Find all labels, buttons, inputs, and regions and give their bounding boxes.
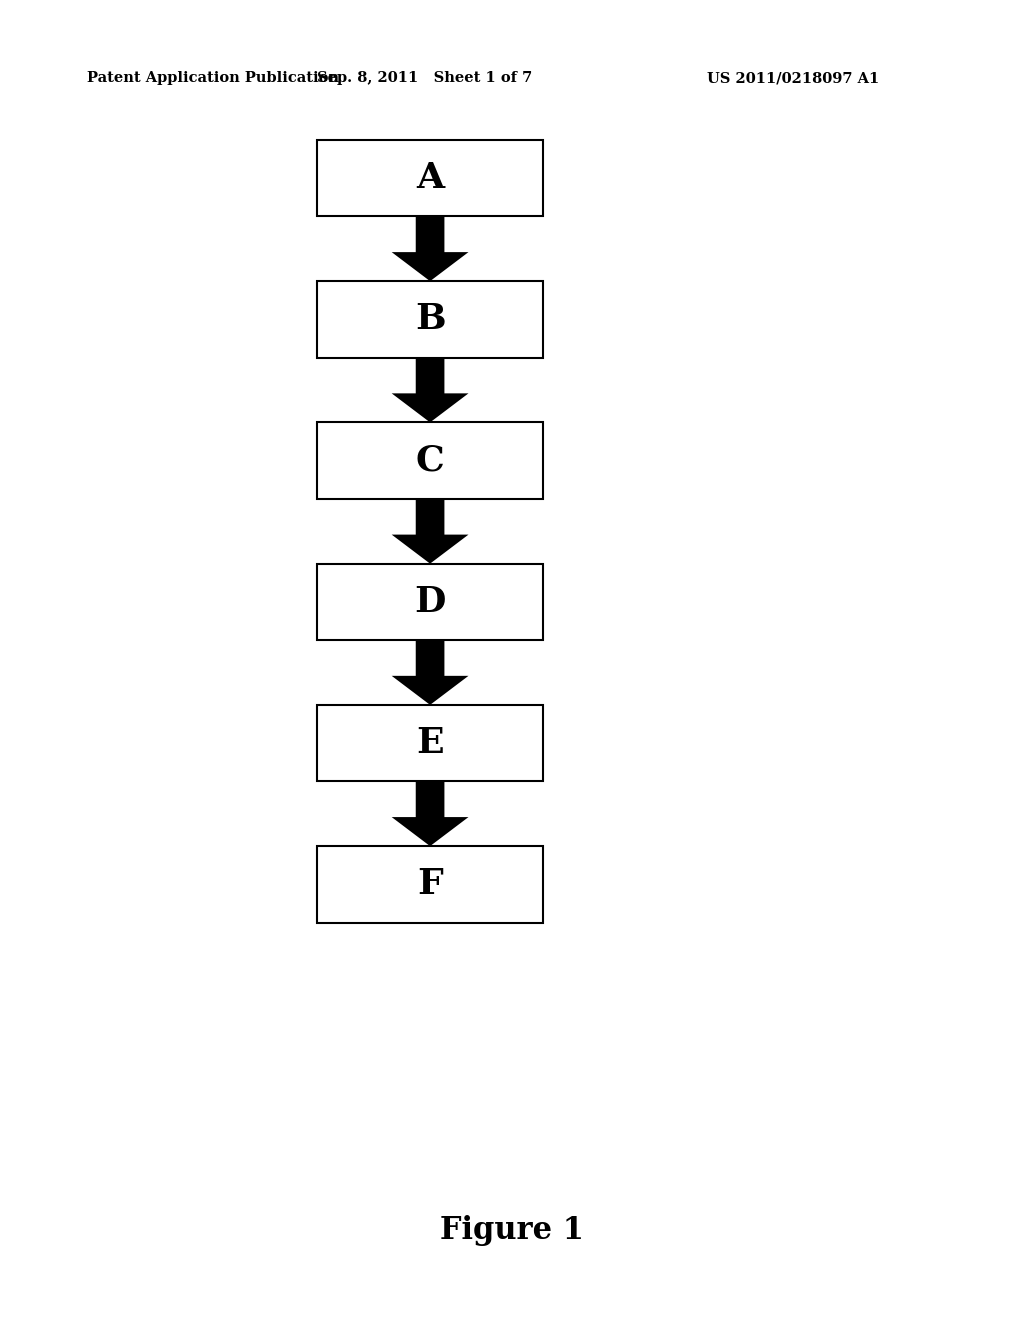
Text: B: B bbox=[415, 302, 445, 337]
Text: F: F bbox=[417, 867, 443, 902]
Text: A: A bbox=[416, 161, 444, 195]
Bar bbox=[317, 422, 543, 499]
Text: E: E bbox=[417, 726, 443, 760]
Text: C: C bbox=[416, 444, 444, 478]
Bar bbox=[317, 564, 543, 640]
Bar bbox=[317, 140, 543, 216]
Polygon shape bbox=[391, 216, 468, 281]
Polygon shape bbox=[391, 781, 468, 846]
Polygon shape bbox=[391, 358, 468, 422]
Text: Patent Application Publication: Patent Application Publication bbox=[87, 71, 339, 84]
Polygon shape bbox=[391, 499, 468, 564]
Text: US 2011/0218097 A1: US 2011/0218097 A1 bbox=[708, 71, 880, 84]
Polygon shape bbox=[391, 640, 468, 705]
Text: Figure 1: Figure 1 bbox=[440, 1214, 584, 1246]
Text: Sep. 8, 2011   Sheet 1 of 7: Sep. 8, 2011 Sheet 1 of 7 bbox=[317, 71, 532, 84]
Bar bbox=[317, 846, 543, 923]
Bar bbox=[317, 281, 543, 358]
Bar bbox=[317, 705, 543, 781]
Text: D: D bbox=[415, 585, 445, 619]
